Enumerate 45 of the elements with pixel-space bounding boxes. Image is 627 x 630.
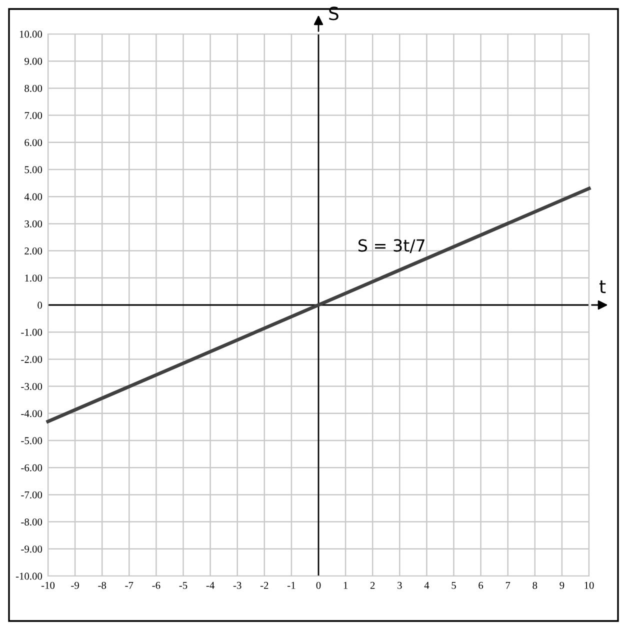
y-tick-label: -5.00 [21, 437, 42, 444]
x-tick-label: -2 [260, 582, 268, 589]
y-tick-label: -9.00 [21, 546, 42, 553]
y-tick-label: -8.00 [21, 518, 42, 526]
x-tick-label: 0 [316, 582, 321, 589]
y-tick-label: -10.00 [16, 572, 42, 580]
y-tick-label: 6.00 [24, 139, 42, 146]
x-tick-label: 1 [344, 582, 348, 589]
x-tick-label: -9 [71, 582, 79, 589]
x-tick-label: 6 [478, 582, 484, 589]
x-tick-label: 3 [398, 582, 402, 589]
y-tick-label: -3.00 [21, 382, 42, 390]
y-tick-label: 2.00 [24, 247, 42, 255]
x-tick-label: -6 [152, 582, 160, 589]
x-tick-label: 9 [560, 582, 564, 589]
series-label: S = 3t/7 [358, 239, 424, 254]
y-tick-label: 3.00 [24, 220, 42, 228]
x-tick-label: -8 [98, 582, 106, 589]
y-tick-label: 4.00 [24, 193, 42, 200]
y-tick-label: 0 [38, 302, 42, 309]
x-tick-label: -7 [125, 582, 134, 589]
y-tick-label: -4.00 [21, 410, 42, 418]
y-tick-label: -6.00 [21, 464, 42, 472]
x-tick-label: 4 [424, 582, 430, 589]
y-axis-title: S [329, 6, 338, 20]
x-tick-label: -5 [179, 582, 188, 589]
x-tick-label: 5 [452, 582, 456, 589]
x-tick-label: 8 [532, 582, 538, 589]
y-tick-label: 7.00 [24, 112, 42, 120]
x-tick-label: -1 [288, 582, 296, 589]
x-tick-label: -10 [41, 582, 55, 589]
x-tick-label: 10 [584, 582, 594, 589]
y-tick-label: 8.00 [24, 84, 42, 92]
y-tick-label: -1.00 [21, 328, 42, 336]
y-tick-label: -7.00 [21, 491, 42, 498]
x-tick-label: -4 [206, 582, 214, 589]
y-tick-label: -2.00 [21, 356, 42, 363]
y-tick-label: 9.00 [24, 58, 42, 65]
x-tick-label: 2 [370, 582, 375, 589]
x-tick-label: 7 [506, 582, 510, 589]
y-tick-label: 10.00 [20, 30, 42, 38]
y-tick-label: 5.00 [24, 166, 42, 174]
x-tick-label: -3 [233, 582, 242, 589]
x-axis-title: t [599, 280, 606, 294]
y-tick-label: 1.00 [25, 274, 42, 282]
